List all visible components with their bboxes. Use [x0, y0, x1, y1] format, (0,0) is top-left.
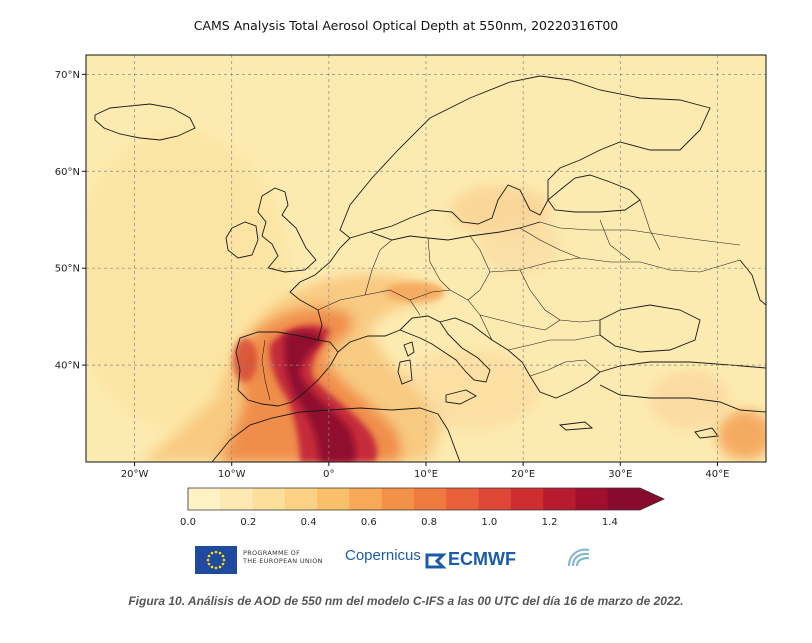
lat-tick-label: 50°N — [55, 264, 80, 275]
colorbar-tick-label: 0.6 — [361, 517, 377, 528]
lat-tick-label: 70°N — [55, 70, 80, 81]
latitude-tick-labels: 70°N 60°N 50°N 40°N — [55, 70, 86, 372]
copernicus-logo: Copernicus — [345, 547, 421, 564]
eu-flag-icon — [195, 546, 237, 574]
lon-tick-label: 0° — [323, 469, 334, 480]
colorbar-segment — [478, 488, 512, 510]
figure-caption: Figura 10. Análisis de AOD de 550 nm del… — [128, 594, 684, 608]
colorbar-segment — [381, 488, 415, 510]
lon-tick-label: 20°W — [121, 469, 149, 480]
ecmwf-logo: ECMWF — [448, 549, 516, 569]
colorbar-segment — [446, 488, 480, 510]
cams-logo-icon — [568, 548, 590, 567]
colorbar-segment — [543, 488, 576, 510]
colorbar — [187, 487, 665, 511]
lon-tick-label: 10°W — [218, 469, 246, 480]
colorbar-extend-arrow — [640, 488, 664, 510]
coastlines — [94, 75, 766, 462]
colorbar-segment — [284, 488, 318, 510]
lat-tick-label: 60°N — [55, 167, 80, 178]
colorbar-tick-label: 1.0 — [481, 517, 497, 528]
colorbar-segment — [188, 488, 221, 510]
lon-tick-label: 40°E — [705, 469, 729, 480]
page-title: CAMS Analysis Total Aerosol Optical Dept… — [193, 18, 619, 33]
colorbar-segment — [575, 488, 609, 510]
colorbar-segment — [317, 488, 350, 510]
country-borders — [261, 199, 741, 401]
colorbar-tick-label: 0.8 — [421, 517, 437, 528]
colorbar-segment — [349, 488, 383, 510]
colorbar-tick-label: 0.0 — [180, 517, 196, 528]
lon-tick-label: 30°E — [608, 469, 632, 480]
lon-tick-label: 10°E — [414, 469, 438, 480]
colorbar-outline — [187, 487, 665, 511]
colorbar-tick-label: 1.2 — [542, 517, 558, 528]
ecmwf-mark-icon — [425, 553, 447, 569]
colorbar-tick-label: 0.2 — [240, 517, 256, 528]
map-gridlines — [86, 55, 766, 462]
colorbar-tick-labels: 0.0 0.2 0.4 0.6 0.8 1.0 1.2 1.4 — [180, 517, 618, 528]
logo-strip: PROGRAMME OF THE EUROPEAN UNION Copernic… — [195, 540, 655, 580]
colorbar-segment — [220, 488, 254, 510]
colorbar-segment — [607, 488, 641, 510]
lon-tick-label: 20°E — [511, 469, 535, 480]
colorbar-tick-label: 0.4 — [301, 517, 317, 528]
eu-programme-text: PROGRAMME OF THE EUROPEAN UNION — [243, 549, 323, 565]
colorbar-segment — [510, 488, 544, 510]
colorbar-tick-label: 1.4 — [602, 517, 618, 528]
aerosol-field — [86, 55, 766, 462]
colorbar-segment — [414, 488, 447, 510]
lat-tick-label: 40°N — [55, 361, 80, 372]
longitude-tick-labels: 20°W 10°W 0° 10°E 20°E 30°E 40°E — [121, 462, 729, 480]
colorbar-segment — [252, 488, 286, 510]
